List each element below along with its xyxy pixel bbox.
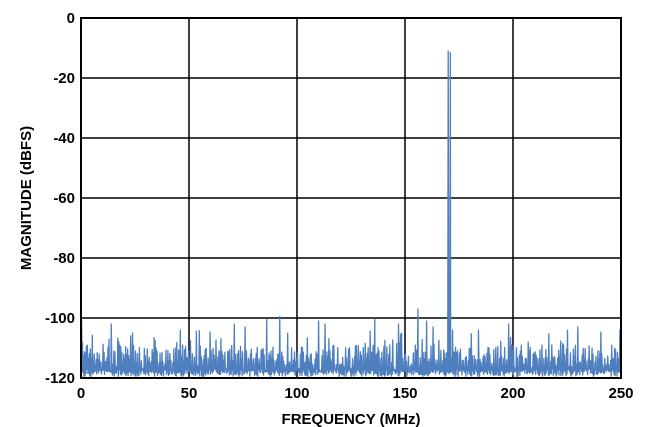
- x-tick-label: 200: [500, 385, 525, 402]
- x-axis-title: FREQUENCY (MHz): [282, 411, 421, 427]
- y-tick-label: -80: [53, 250, 75, 267]
- y-tick-label: -60: [53, 190, 75, 207]
- tick-labels: 0 50 100 150 200 250 0 -20 -40 -60 -80 -100 -120: [45, 10, 634, 402]
- x-tick-label: 0: [77, 385, 85, 402]
- x-tick-label: 250: [608, 385, 633, 402]
- spectrum-series: [80, 50, 622, 378]
- y-tick-label: -40: [53, 130, 75, 147]
- y-axis-title: MAGNITUDE (dBFS): [18, 126, 35, 270]
- y-tick-label: 0: [67, 10, 75, 27]
- y-tick-label: -20: [53, 70, 75, 87]
- plot-border: [80, 17, 622, 379]
- y-tick-label: -120: [45, 370, 75, 387]
- x-tick-label: 150: [392, 385, 417, 402]
- x-tick-label: 100: [284, 385, 309, 402]
- x-tick-label: 50: [181, 385, 198, 402]
- grid-lines: [81, 18, 621, 378]
- y-tick-label: -100: [45, 310, 75, 327]
